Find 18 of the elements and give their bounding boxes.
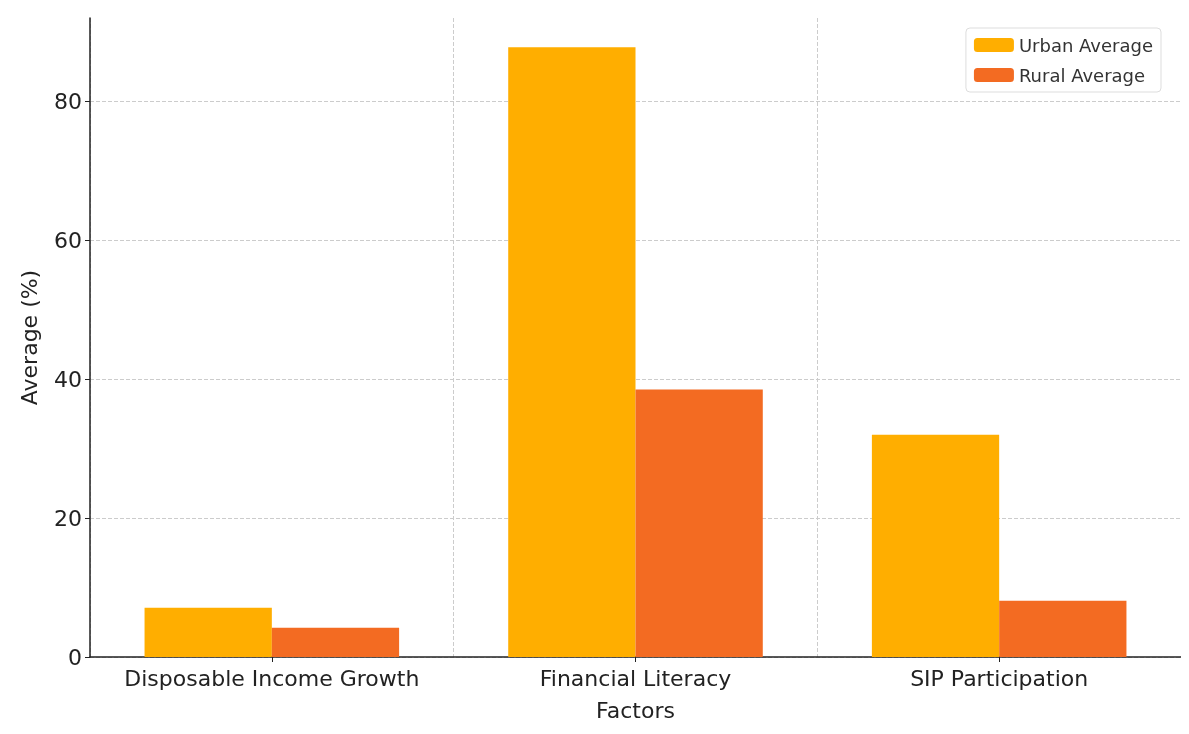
legend-label: Urban Average: [1018, 34, 1153, 56]
x-tick-label: Financial Literacy: [539, 665, 732, 691]
bar: [271, 627, 400, 657]
x-tick-label: Disposable Income Growth: [124, 665, 420, 691]
bar: [508, 47, 636, 657]
y-tick-label: 20: [54, 505, 82, 531]
y-axis-title: Average (%): [16, 269, 42, 406]
y-tick-label: 80: [54, 88, 82, 114]
x-axis-title: Factors: [596, 697, 675, 723]
y-tick-label: 40: [54, 366, 82, 392]
bar: [999, 600, 1127, 657]
y-tick-label: 60: [54, 227, 82, 253]
legend-label: Rural Average: [1018, 64, 1146, 86]
bar: [635, 389, 763, 657]
y-tick-label: 0: [68, 644, 82, 670]
x-tick-label: SIP Participation: [910, 665, 1089, 691]
bar: [144, 607, 272, 657]
bar: [871, 434, 1000, 657]
